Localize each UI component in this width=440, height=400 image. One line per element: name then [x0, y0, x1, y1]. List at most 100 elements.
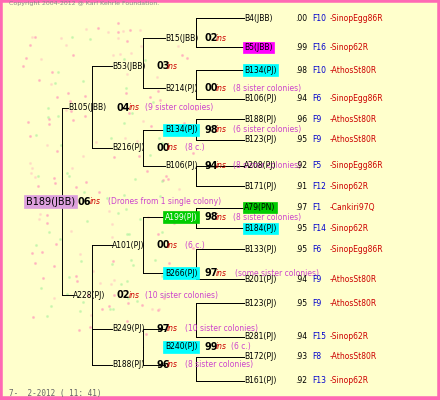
Text: A79(PN): A79(PN): [244, 203, 275, 212]
Text: .95: .95: [295, 245, 307, 254]
Point: [105, 29, 112, 36]
Point: [73, 278, 81, 284]
Point: [136, 26, 143, 33]
Point: [77, 250, 84, 257]
Point: [147, 94, 154, 101]
Point: [51, 174, 58, 181]
Point: [84, 218, 91, 224]
Point: [39, 249, 46, 256]
Text: B133(PJ): B133(PJ): [244, 245, 277, 254]
Text: B53(JBB): B53(JBB): [112, 62, 146, 71]
Point: [165, 260, 172, 266]
Text: .95: .95: [295, 135, 307, 144]
Text: 03: 03: [156, 61, 170, 71]
Text: B188(PJ): B188(PJ): [244, 114, 276, 124]
Point: [149, 306, 156, 312]
Text: F13: F13: [312, 376, 326, 385]
Point: [68, 34, 75, 40]
Point: [51, 180, 58, 186]
Point: [106, 208, 113, 214]
Text: .92: .92: [295, 376, 307, 385]
Point: [70, 117, 77, 124]
Point: [157, 192, 164, 199]
Point: [122, 206, 129, 212]
Point: [155, 306, 162, 312]
Point: [188, 219, 195, 225]
Point: [72, 273, 79, 280]
Text: ins: ins: [216, 125, 227, 134]
Text: .92: .92: [295, 161, 307, 170]
Text: .94: .94: [295, 275, 307, 284]
Text: 96: 96: [156, 360, 170, 370]
Text: (10 sister colonies): (10 sister colonies): [145, 291, 218, 300]
Point: [22, 55, 29, 62]
Point: [33, 132, 40, 138]
Point: [34, 182, 41, 189]
Point: [114, 29, 121, 35]
Text: B184(PJ): B184(PJ): [244, 224, 277, 233]
Point: [46, 229, 53, 235]
Text: 97: 97: [156, 324, 170, 334]
Point: [109, 258, 116, 264]
Text: (8 sister colonies): (8 sister colonies): [233, 213, 301, 222]
Point: [68, 165, 75, 171]
Text: B201(PJ): B201(PJ): [244, 275, 277, 284]
Text: -AthosSt80R: -AthosSt80R: [330, 352, 377, 361]
Text: F6: F6: [312, 245, 322, 254]
Point: [164, 129, 171, 135]
Text: .99: .99: [295, 43, 307, 52]
Point: [65, 173, 72, 179]
Text: ins: ins: [167, 62, 178, 71]
Point: [46, 116, 53, 122]
Text: ins: ins: [216, 342, 227, 352]
Point: [30, 313, 37, 320]
Text: B106(PJ): B106(PJ): [165, 161, 198, 170]
Point: [88, 312, 95, 318]
Point: [80, 152, 87, 159]
Text: (8 sister colonies): (8 sister colonies): [233, 161, 301, 170]
Text: -SinopEgg86R: -SinopEgg86R: [330, 94, 384, 103]
Point: [55, 69, 62, 76]
Point: [31, 173, 38, 180]
Point: [153, 74, 160, 80]
Text: 02: 02: [117, 290, 130, 300]
Text: B266(PJ): B266(PJ): [165, 269, 198, 278]
Text: F14: F14: [312, 224, 326, 233]
Text: .00: .00: [295, 14, 307, 23]
Point: [128, 50, 135, 56]
Text: ins: ins: [216, 84, 227, 92]
Text: (9 sister colonies): (9 sister colonies): [145, 104, 213, 112]
Point: [29, 164, 36, 171]
Point: [28, 170, 35, 176]
Text: A208(PJ): A208(PJ): [244, 161, 277, 170]
Text: ins: ins: [167, 324, 178, 334]
Text: ins: ins: [90, 197, 101, 206]
Point: [158, 273, 165, 280]
Text: (10 sister colonies): (10 sister colonies): [185, 324, 258, 334]
Text: A199(PJ): A199(PJ): [165, 213, 198, 222]
Point: [77, 258, 84, 264]
Point: [176, 186, 183, 193]
Text: (some sister colonies): (some sister colonies): [235, 269, 319, 278]
Point: [48, 303, 55, 309]
Text: B249(PJ): B249(PJ): [112, 324, 145, 334]
Point: [29, 34, 36, 40]
Point: [84, 292, 92, 298]
Point: [186, 275, 193, 281]
Point: [38, 56, 45, 63]
Text: F9: F9: [312, 275, 322, 284]
Point: [181, 120, 188, 126]
Point: [186, 216, 193, 222]
Point: [77, 308, 84, 314]
Text: 00: 00: [205, 83, 218, 93]
Text: F9: F9: [312, 114, 322, 124]
Point: [53, 241, 60, 248]
Point: [158, 140, 165, 146]
Point: [87, 324, 94, 330]
Point: [123, 230, 130, 237]
Text: F9: F9: [312, 299, 322, 308]
Point: [63, 170, 70, 177]
Point: [89, 268, 96, 274]
Text: 00: 00: [156, 240, 170, 250]
Point: [192, 106, 199, 112]
